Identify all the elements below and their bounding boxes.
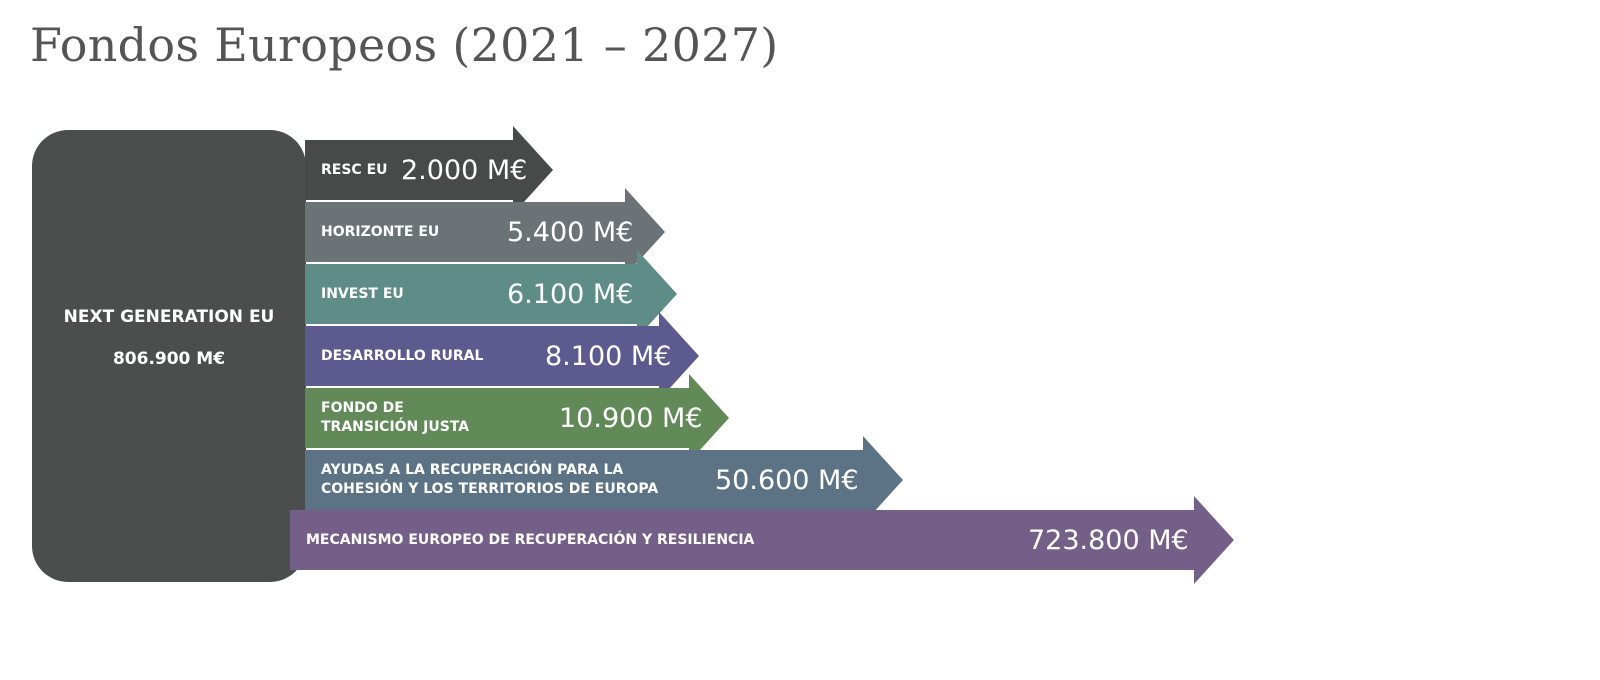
arrow-right-icon	[305, 126, 553, 214]
fund-arrow-horizonte-eu: HORIZONTE EU 5.400 M€	[305, 188, 665, 276]
fund-label: RESC EU	[321, 161, 388, 178]
fund-label: FONDO DE TRANSICIÓN JUSTA	[321, 400, 470, 435]
fund-amount: 2.000 M€	[401, 154, 528, 186]
fund-amount: 6.100 M€	[507, 278, 634, 310]
arrow-right-icon	[305, 436, 903, 524]
next-generation-eu-box: NEXT GENERATION EU 806.900 M€	[32, 130, 306, 582]
fund-arrow-mrr: MECANISMO EUROPEO DE RECUPERACIÓN Y RESI…	[290, 496, 1234, 584]
fund-amount: 723.800 M€	[1028, 524, 1189, 556]
fund-label: HORIZONTE EU	[321, 223, 440, 240]
arrow-right-icon	[290, 496, 1234, 584]
arrow-right-icon	[305, 188, 665, 276]
fund-amount: 5.400 M€	[507, 216, 634, 248]
fund-arrow-react-eu: AYUDAS A LA RECUPERACIÓN PARA LA COHESIÓ…	[305, 436, 903, 524]
fund-amount: 50.600 M€	[715, 464, 859, 496]
fund-arrow-resc-eu: RESC EU 2.000 M€	[305, 126, 553, 214]
page-title: Fondos Europeos (2021 – 2027)	[30, 18, 779, 72]
fund-amount: 10.900 M€	[559, 402, 703, 434]
source-amount: 806.900 M€	[112, 349, 226, 369]
arrow-right-icon	[305, 374, 729, 462]
fund-label: INVEST EU	[321, 285, 404, 302]
arrow-right-icon	[305, 250, 677, 338]
source-name: NEXT GENERATION EU	[63, 307, 275, 327]
fund-arrow-invest-eu: INVEST EU 6.100 M€	[305, 250, 677, 338]
arrow-right-icon	[305, 312, 699, 400]
fund-amount: 8.100 M€	[545, 340, 672, 372]
fund-label: DESARROLLO RURAL	[321, 347, 484, 364]
fund-arrow-desarrollo-rural: DESARROLLO RURAL 8.100 M€	[305, 312, 699, 400]
fund-label: AYUDAS A LA RECUPERACIÓN PARA LA COHESIÓ…	[321, 462, 659, 497]
fund-arrow-transicion-justa: FONDO DE TRANSICIÓN JUSTA 10.900 M€	[305, 374, 729, 462]
fund-label: MECANISMO EUROPEO DE RECUPERACIÓN Y RESI…	[306, 531, 755, 548]
